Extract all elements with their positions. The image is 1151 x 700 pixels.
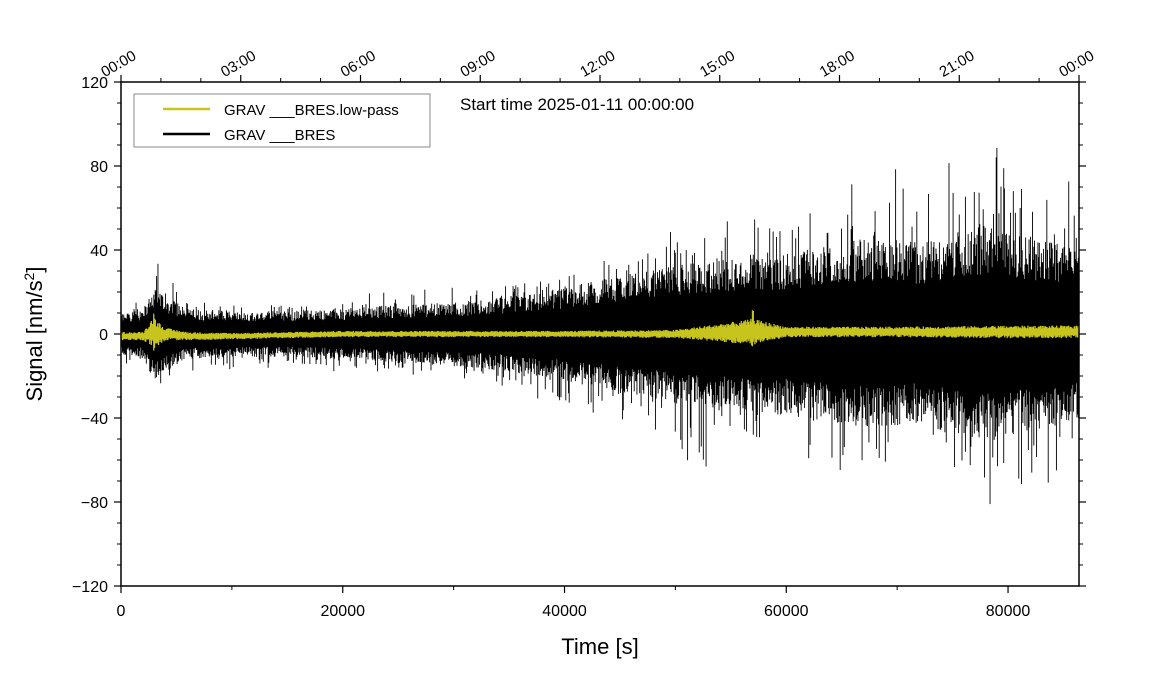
legend: GRAV ___BRES.low-pass GRAV ___BRES [133, 93, 431, 148]
x-axis-label: Time [s] [561, 634, 638, 659]
top-tick-label: 18:00 [817, 47, 858, 80]
start-time-annotation: Start time 2025-01-11 00:00:00 [460, 95, 694, 114]
y-axis-label-prefix: Signal [nm/s [22, 280, 47, 401]
y-tick-label: 120 [81, 75, 108, 92]
top-tick-label: 00:00 [1056, 47, 1097, 80]
top-tick-label: 15:00 [697, 47, 738, 80]
top-time-axis: 00:00 03:00 06:00 09:00 12:00 15:00 18:00 21:00… [98, 47, 1097, 82]
y-axis-label-suffix: ] [22, 267, 47, 273]
series-raw-signal [121, 147, 1079, 505]
legend-label-raw: GRAV ___BRES [224, 127, 335, 144]
x-tick-label: 40000 [542, 603, 587, 620]
y-tick-label: 40 [90, 243, 108, 260]
x-tick-label: 60000 [764, 603, 809, 620]
y-tick-label: −120 [72, 579, 108, 596]
y-tick-label: 80 [90, 159, 108, 176]
series-lowpass-signal [121, 310, 1079, 351]
y-tick-label: −40 [81, 411, 108, 428]
top-tick-label: 03:00 [218, 47, 259, 80]
top-tick-label: 06:00 [338, 47, 379, 80]
x-tick-label: 80000 [986, 603, 1031, 620]
top-tick-label: 09:00 [457, 47, 498, 80]
y-axis-label: Signal [nm/s2] [21, 267, 47, 402]
x-tick-label: 20000 [321, 603, 366, 620]
y-tick-label: −80 [81, 495, 108, 512]
legend-box [133, 93, 431, 148]
x-tick-label: 0 [117, 603, 126, 620]
y-tick-label: 0 [99, 327, 108, 344]
top-tick-label: 12:00 [577, 47, 618, 80]
plot-frame [120, 81, 1080, 587]
top-tick-label: 21:00 [936, 47, 977, 80]
legend-label-lowpass: GRAV ___BRES.low-pass [224, 102, 399, 119]
y-axis-label-superscript: 2 [21, 272, 37, 280]
y-axis: −120 −80 −40 0 40 80 120 [72, 75, 1086, 596]
x-axis: 0 20000 40000 60000 80000 [117, 586, 1031, 620]
traces [121, 147, 1079, 505]
